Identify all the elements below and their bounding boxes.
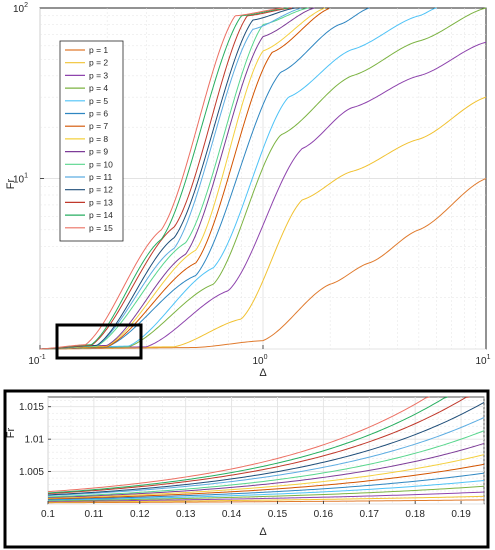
inset-series-line-p3 bbox=[47, 491, 485, 502]
inset-series-line-p5 bbox=[47, 479, 485, 501]
legend-label-p9: p = 9 bbox=[89, 147, 108, 157]
main-x-tick-exponent: -1 bbox=[39, 354, 45, 361]
inset-series-line-p9 bbox=[47, 442, 485, 499]
inset-x-tick-label: 0.16 bbox=[314, 509, 334, 520]
inset-series-line-p7 bbox=[47, 463, 485, 500]
legend-label-p3: p = 3 bbox=[89, 70, 108, 80]
inset-x-tick-label: 0.11 bbox=[85, 509, 104, 520]
main-x-tick-exponent: 1 bbox=[487, 354, 491, 361]
main-series-line-p10 bbox=[39, 7, 309, 350]
main-curves bbox=[39, 7, 487, 350]
inset-series-line-p10 bbox=[47, 430, 485, 498]
inset-y-tick-label: 1.005 bbox=[19, 467, 44, 478]
legend-label-p10: p = 10 bbox=[89, 159, 113, 169]
main-x-tick-label: 100 bbox=[252, 354, 267, 367]
main-x-tick-label: 101 bbox=[475, 354, 490, 367]
inset-x-tick-label: 0.12 bbox=[130, 509, 150, 520]
legend-label-p1: p = 1 bbox=[89, 45, 108, 55]
inset-x-axis-label: Δ bbox=[259, 526, 267, 538]
legend-label-p2: p = 2 bbox=[89, 58, 108, 68]
inset-ticks: 0.1 0.11 0.12 0.13 0.14 0.15 0.16 0.17 0.18 0.19 1… bbox=[19, 402, 471, 520]
legend-label-p7: p = 7 bbox=[89, 121, 108, 131]
inset-series-line-p13 bbox=[47, 396, 470, 495]
legend-box bbox=[59, 40, 124, 242]
inset-x-tick-label: 0.17 bbox=[360, 509, 380, 520]
main-x-tick-exponent: 0 bbox=[264, 354, 268, 361]
main-series-line-p4 bbox=[39, 7, 487, 350]
inset-x-tick-label: 0.15 bbox=[268, 509, 288, 520]
inset-x-tick-label: 0.18 bbox=[405, 509, 425, 520]
inset-x-tick-label: 0.14 bbox=[222, 509, 242, 520]
legend-label-p12: p = 12 bbox=[89, 185, 113, 195]
main-series-line-p13 bbox=[39, 7, 293, 350]
inset-series-line-p8 bbox=[47, 454, 485, 499]
inset-series-line-p14 bbox=[47, 396, 448, 494]
legend-label-p4: p = 4 bbox=[89, 83, 108, 93]
inset-series-line-p15 bbox=[47, 396, 430, 493]
main-y-tick-exponent: 1 bbox=[24, 173, 28, 180]
legend-label-p15: p = 15 bbox=[89, 223, 113, 233]
inset-x-tick-label: 0.1 bbox=[41, 509, 55, 520]
main-series-line-p15 bbox=[39, 7, 284, 350]
inset-y-axis-label: Fr bbox=[5, 427, 17, 438]
inset-panel: 0.1 0.11 0.12 0.13 0.14 0.15 0.16 0.17 0.18 0.19 1… bbox=[3, 389, 490, 549]
legend-label-p13: p = 13 bbox=[89, 197, 113, 207]
inset-x-tick-label: 0.19 bbox=[451, 509, 471, 520]
inset-y-tick-label: 1.015 bbox=[19, 402, 44, 413]
inset-series-line-p4 bbox=[47, 485, 485, 502]
legend-label-p6: p = 6 bbox=[89, 109, 108, 119]
main-y-axis-label: Fr bbox=[5, 178, 17, 189]
legend: p = 1 p = 2 p = 3 p = 4 p = 5 p = 6 p = 7 p = 8… bbox=[59, 40, 124, 242]
main-x-axis-label: Δ bbox=[259, 367, 267, 379]
inset-series-line-p12 bbox=[47, 401, 485, 496]
inset-series-line-p11 bbox=[47, 417, 485, 497]
legend-label-p11: p = 11 bbox=[89, 172, 113, 182]
legend-label-p8: p = 8 bbox=[89, 134, 108, 144]
inset-series-line-p6 bbox=[47, 472, 485, 500]
zoom-box bbox=[55, 323, 143, 360]
inset-x-tick-label: 0.13 bbox=[176, 509, 196, 520]
main-y-tick-exponent: 2 bbox=[24, 2, 28, 9]
inset-y-tick-label: 1.01 bbox=[25, 435, 45, 446]
main-x-tick-label: 10-1 bbox=[28, 354, 45, 367]
main-y-tick-label: 102 bbox=[13, 2, 28, 15]
inset-frame bbox=[3, 389, 490, 549]
legend-label-p5: p = 5 bbox=[89, 96, 108, 106]
main-series-line-p7 bbox=[39, 8, 330, 350]
inset-curves bbox=[47, 396, 485, 504]
main-series-line-p1 bbox=[39, 178, 487, 350]
inset-series-line-p2 bbox=[47, 495, 485, 503]
inset-series-line-p1 bbox=[47, 499, 485, 504]
legend-label-p14: p = 14 bbox=[89, 210, 113, 220]
